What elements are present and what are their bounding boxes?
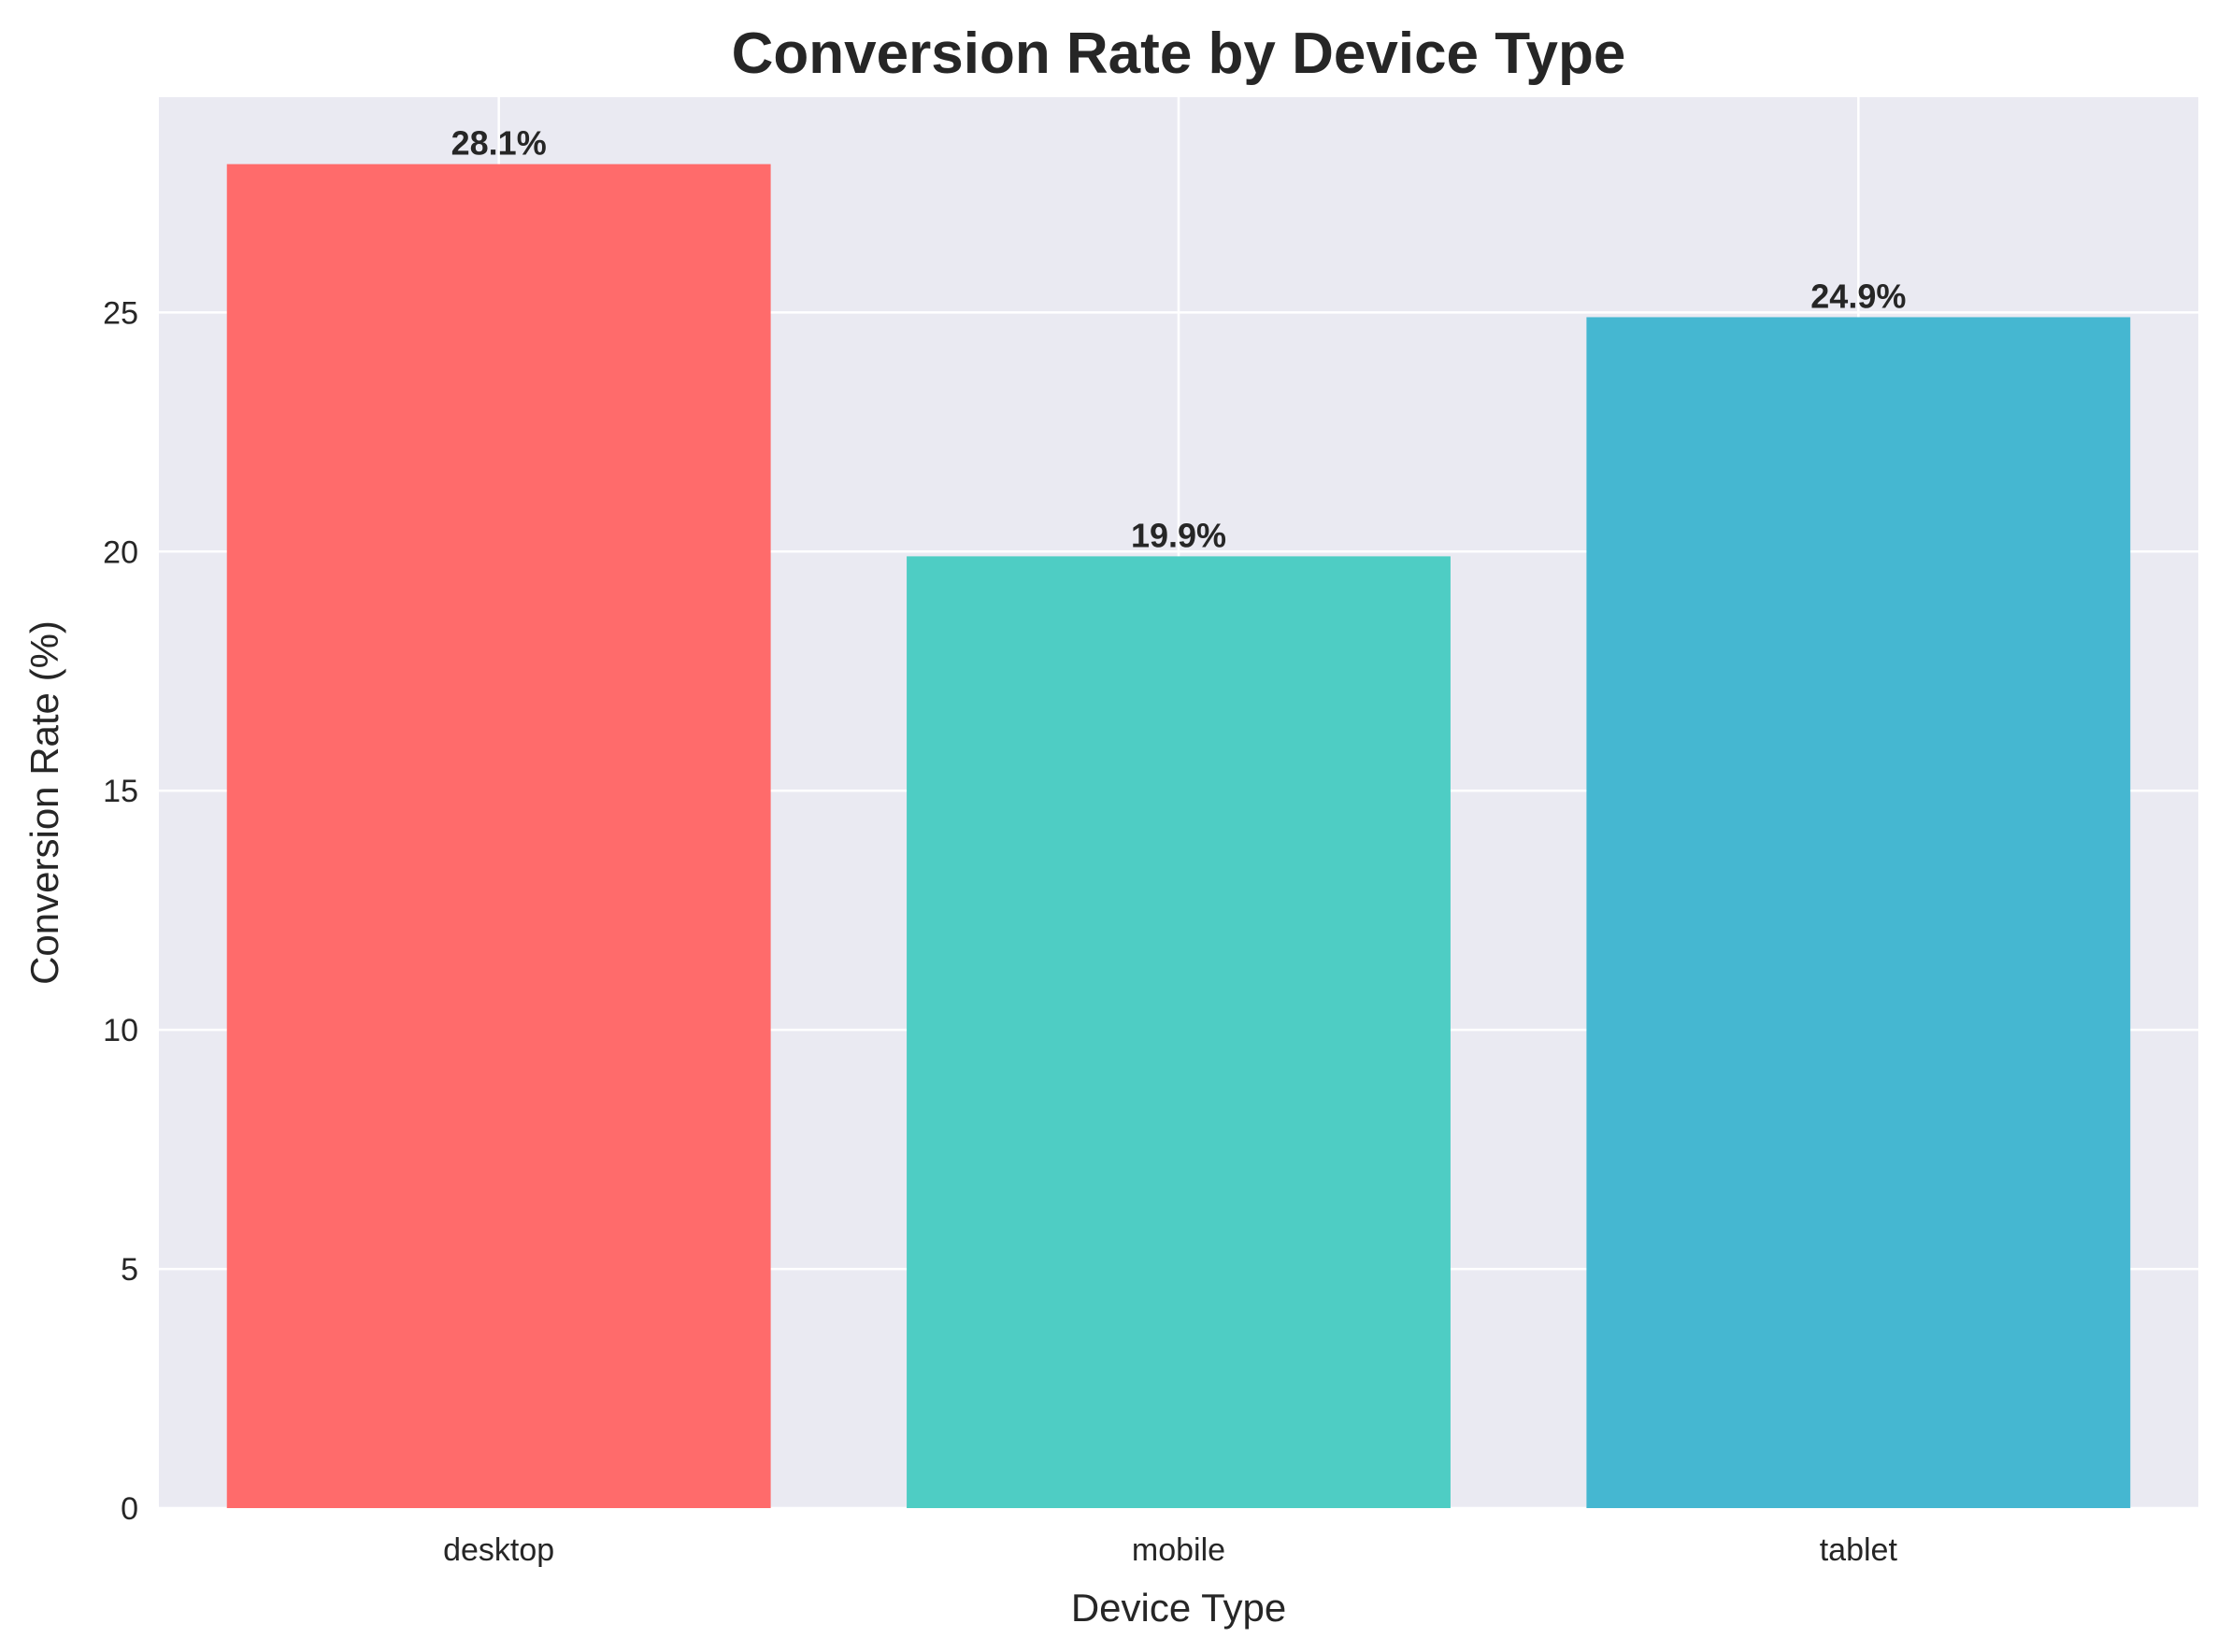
y-tick-label: 10 xyxy=(103,1013,138,1048)
y-tick-label: 15 xyxy=(103,774,138,809)
y-axis-ticks: 0 5 10 15 20 25 xyxy=(103,295,138,1527)
data-label-tablet: 24.9% xyxy=(1810,277,1906,315)
x-tick-label-mobile: mobile xyxy=(1132,1532,1225,1568)
bar-tablet xyxy=(1586,317,2131,1508)
x-tick-label-tablet: tablet xyxy=(1820,1532,1898,1568)
y-axis-title: Conversion Rate (%) xyxy=(22,620,66,985)
bar-mobile xyxy=(907,556,1451,1508)
x-axis-ticks: desktop mobile tablet xyxy=(443,1532,1897,1568)
data-label-mobile: 19.9% xyxy=(1131,516,1226,554)
x-axis-title: Device Type xyxy=(1071,1586,1286,1630)
data-label-desktop: 28.1% xyxy=(451,124,547,163)
y-tick-label: 5 xyxy=(121,1252,138,1288)
bar-desktop xyxy=(226,164,771,1508)
y-tick-label: 20 xyxy=(103,534,138,570)
y-tick-label: 25 xyxy=(103,295,138,331)
data-labels: 28.1% 19.9% 24.9% xyxy=(451,124,1907,555)
y-tick-label: 0 xyxy=(121,1491,138,1527)
bars xyxy=(226,164,2131,1508)
chart-title: Conversion Rate by Device Type xyxy=(732,21,1626,86)
x-tick-label-desktop: desktop xyxy=(443,1532,554,1568)
